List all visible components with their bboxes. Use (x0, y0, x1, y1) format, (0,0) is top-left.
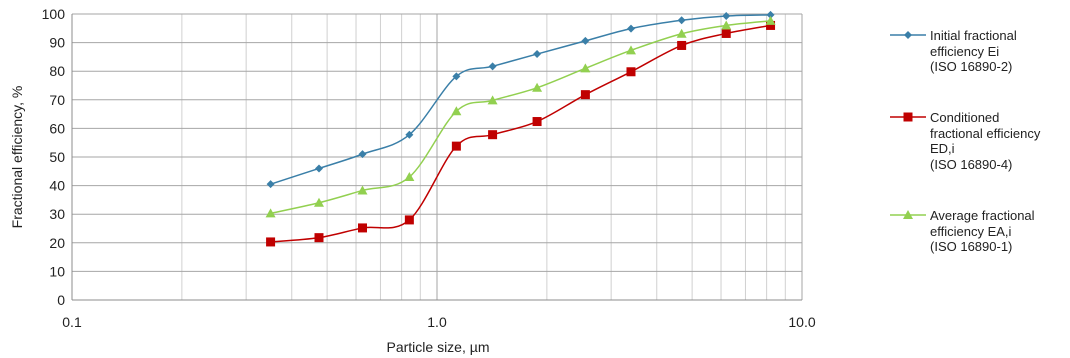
x-tick-label: 0.1 (62, 314, 82, 330)
y-tick-label: 0 (57, 292, 65, 308)
data-point-conditioned (314, 233, 324, 243)
data-point-initial (488, 62, 497, 71)
series-conditioned (266, 20, 776, 247)
legend: Initial fractional efficiency Ei (ISO 16… (888, 28, 1068, 290)
data-point-average (357, 185, 368, 195)
y-tick-label: 100 (42, 6, 66, 22)
y-tick-label: 50 (49, 149, 65, 165)
y-tick-label: 20 (49, 235, 65, 251)
data-point-average (404, 172, 415, 182)
grid (71, 13, 803, 301)
y-tick-label: 70 (49, 92, 65, 108)
legend-marker-average (903, 210, 913, 219)
series-layer (265, 10, 776, 247)
legend-item-average: Average fractional efficiency EA,i (ISO … (888, 208, 1068, 290)
data-point-initial (581, 36, 590, 45)
legend-label-average: Average fractional efficiency EA,i (ISO … (930, 208, 1035, 254)
legend-key-conditioned (890, 112, 926, 122)
data-point-conditioned (766, 20, 776, 30)
data-point-conditioned (532, 117, 542, 127)
data-point-average (676, 28, 687, 38)
axes: 0 10 20 30 40 50 60 70 80 90 100 0.1 1.0 10.0 (42, 6, 816, 330)
y-tick-label: 60 (49, 120, 65, 136)
series-average (265, 15, 776, 218)
legend-marker-initial (904, 31, 912, 39)
data-point-initial (722, 12, 731, 21)
data-point-conditioned (580, 90, 590, 100)
data-point-conditioned (404, 215, 414, 225)
data-point-initial (766, 10, 775, 19)
data-point-conditioned (357, 223, 367, 233)
legend-item-initial: Initial fractional efficiency Ei (ISO 16… (888, 28, 1068, 110)
y-tick-label: 80 (49, 63, 65, 79)
legend-item-conditioned: Conditioned fractional efficiency ED,i (… (888, 110, 1068, 208)
legend-label-conditioned: Conditioned fractional efficiency ED,i (… (930, 110, 1041, 172)
data-point-initial (358, 150, 367, 159)
data-point-average (765, 15, 776, 25)
legend-key-average (890, 210, 926, 219)
y-tick-label: 40 (49, 178, 65, 194)
data-point-conditioned (488, 130, 498, 140)
data-point-initial (626, 24, 635, 33)
legend-marker-conditioned (903, 112, 913, 122)
data-point-average (313, 197, 324, 207)
data-point-average (625, 45, 636, 55)
data-point-average (580, 63, 591, 73)
data-point-average (532, 82, 543, 92)
data-point-average (487, 95, 498, 105)
data-point-initial (266, 180, 275, 189)
data-point-average (265, 208, 276, 218)
data-point-initial (314, 164, 323, 173)
x-tick-label: 1.0 (427, 314, 447, 330)
y-tick-label: 90 (49, 35, 65, 51)
data-point-initial (452, 72, 461, 81)
data-point-average (451, 106, 462, 116)
y-axis-label: Fractional efficiency, % (9, 86, 25, 229)
data-point-initial (533, 50, 542, 59)
y-tick-label: 10 (49, 263, 65, 279)
series-line-average (270, 20, 771, 215)
data-point-initial (677, 16, 686, 25)
data-point-initial (405, 130, 414, 139)
data-point-conditioned (451, 141, 461, 151)
series-initial (266, 10, 775, 189)
data-point-conditioned (721, 28, 731, 38)
y-tick-label: 30 (49, 206, 65, 222)
data-point-conditioned (677, 40, 687, 50)
legend-key-initial (890, 31, 926, 39)
data-point-conditioned (266, 237, 276, 247)
x-axis-label: Particle size, µm (387, 339, 490, 355)
legend-label-initial: Initial fractional efficiency Ei (ISO 16… (930, 28, 1017, 74)
x-tick-label: 10.0 (788, 314, 815, 330)
data-point-conditioned (626, 67, 636, 77)
data-point-average (721, 20, 732, 30)
